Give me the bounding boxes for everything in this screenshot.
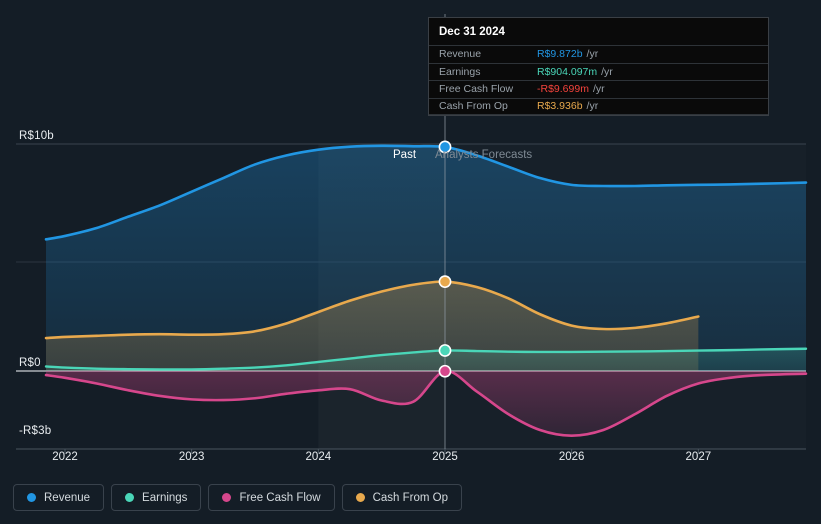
tooltip-row-unit: /yr	[592, 83, 605, 96]
tooltip-row: Earnings R$904.097m/yr	[429, 62, 768, 81]
tooltip-row-label: Revenue	[439, 48, 482, 61]
tooltip-rows: Revenue R$9.872b/yr Earnings R$904.097m/yr F…	[429, 45, 768, 115]
tooltip-row-label: Earnings	[439, 65, 481, 78]
past-label: Past	[393, 149, 417, 161]
tooltip-row-value: R$904.097m	[537, 65, 598, 78]
tooltip-row-value: R$9.872b	[537, 48, 583, 61]
legend-item-free-cash-flow[interactable]: Free Cash Flow	[208, 484, 335, 511]
tooltip-row: Free Cash Flow -R$9.699m/yr	[429, 80, 768, 98]
chart-tooltip: Dec 31 2024 Revenue R$9.872b/yr Earnings R$…	[428, 17, 769, 116]
legend-color-dot-icon	[27, 493, 36, 502]
legend-item-label: Earnings	[142, 491, 188, 504]
y-axis-tick-label: R$0	[19, 357, 41, 369]
tooltip-row-value: -R$9.699m	[537, 83, 589, 96]
chart-legend: Revenue Earnings Free Cash Flow Cash From O…	[13, 484, 463, 511]
tooltip-row-value: R$3.936b	[537, 100, 583, 113]
legend-color-dot-icon	[222, 493, 232, 502]
y-axis-tick-label: -R$3b	[19, 425, 52, 438]
x-axis-tick-label: 2024	[305, 451, 332, 463]
legend-item-label: Cash From Op	[372, 491, 449, 504]
tooltip-title: Dec 31 2024	[439, 26, 505, 38]
x-axis-tick-label: 2027	[685, 451, 712, 463]
legend-item-label: Revenue	[44, 491, 91, 504]
y-axis-tick-label: R$10b	[19, 130, 54, 142]
tooltip-row-label: Free Cash Flow	[439, 83, 514, 96]
tooltip-row-unit: /yr	[586, 100, 599, 113]
legend-color-dot-icon	[355, 493, 365, 502]
legend-item-revenue[interactable]: Revenue	[13, 484, 105, 511]
x-axis-tick-label: 2026	[558, 451, 585, 463]
analysts-forecasts-label: Analysts Forecasts	[435, 149, 533, 161]
x-axis-tick-label: 2022	[52, 451, 78, 463]
tooltip-row-unit: /yr	[586, 48, 599, 61]
x-axis-tick-label: 2023	[178, 451, 205, 463]
tooltip-row: Revenue R$9.872b/yr	[429, 45, 768, 63]
legend-item-cash-from-op[interactable]: Cash From Op	[341, 484, 463, 511]
legend-item-earnings[interactable]: Earnings	[111, 484, 202, 511]
legend-color-dot-icon	[125, 493, 135, 502]
legend-item-label: Free Cash Flow	[239, 491, 321, 504]
x-axis-tick-label: 2025	[432, 451, 458, 463]
tooltip-row-unit: /yr	[601, 65, 613, 78]
tooltip-row: Cash From Op R$3.936b/yr	[429, 97, 768, 115]
tooltip-row-label: Cash From Op	[439, 100, 508, 113]
